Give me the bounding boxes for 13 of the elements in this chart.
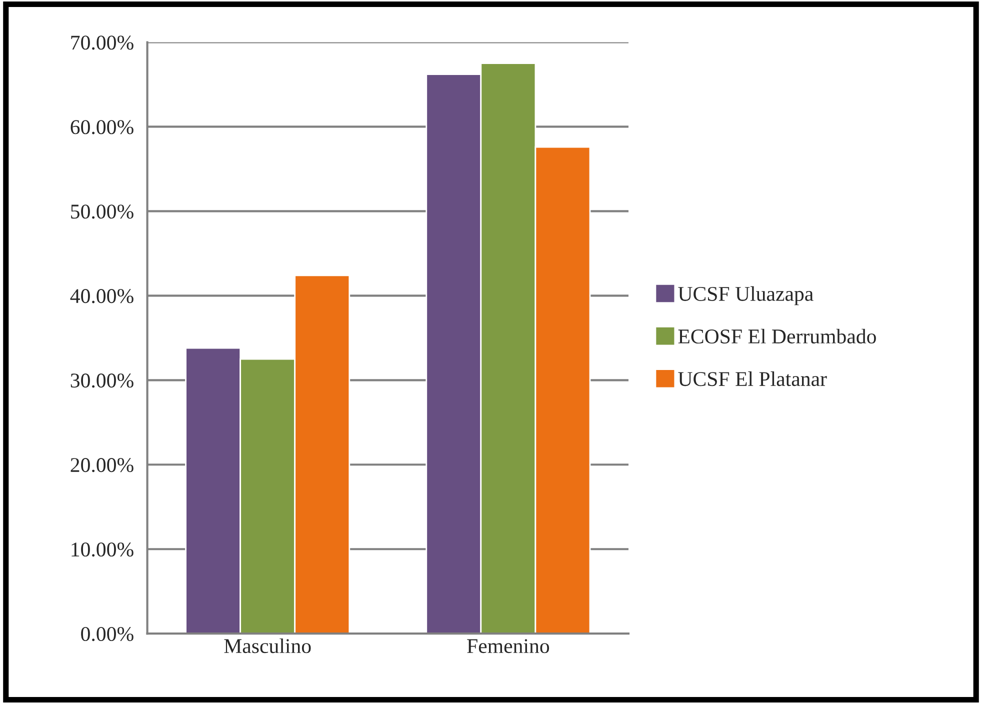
legend-label: ECOSF El Derrumbado bbox=[678, 328, 876, 344]
y-tick-label: 0.00% bbox=[81, 626, 134, 642]
y-tick-label: 70.00% bbox=[71, 36, 134, 50]
y-tick-label: 20.00% bbox=[70, 458, 134, 472]
y-tick-label: 10.00% bbox=[72, 542, 134, 557]
legend-label: UCSF El Platanar bbox=[678, 371, 827, 386]
y-tick-label: 40.00% bbox=[70, 289, 134, 304]
y-tick-label: 60.00% bbox=[70, 120, 134, 134]
legend-label: UCSF Uluazapa bbox=[678, 286, 814, 306]
x-tick-label: Masculino bbox=[224, 638, 311, 654]
y-tick-label: 30.00% bbox=[70, 374, 134, 388]
x-tick-label: Femenino bbox=[467, 639, 550, 654]
y-tick-label: 50.00% bbox=[71, 204, 134, 219]
